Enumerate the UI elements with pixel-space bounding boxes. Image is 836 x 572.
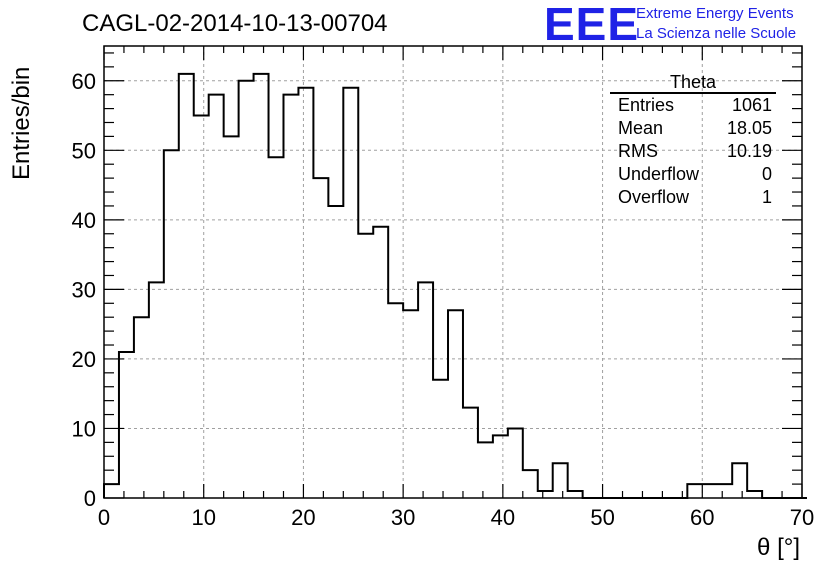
stats-label: RMS <box>618 141 658 161</box>
y-tick-label: 60 <box>72 69 96 94</box>
logo-line-2: La Scienza nelle Scuole <box>636 25 797 42</box>
x-tick-label: 20 <box>291 505 315 530</box>
stats-value: 0 <box>761 164 772 184</box>
y-axis-label: Entries/bin <box>8 66 35 180</box>
stats-label: Overflow <box>618 187 690 207</box>
stats-label: Mean <box>618 118 664 138</box>
x-tick-label: 70 <box>790 505 814 530</box>
logo-line-1: Extreme Energy Events <box>636 5 794 22</box>
stats-row: Mean 18.05 <box>610 117 776 140</box>
stats-value: 1061 <box>731 95 772 115</box>
y-tick-label: 10 <box>72 416 96 441</box>
y-tick-label: 0 <box>84 486 96 511</box>
stats-value: 10.19 <box>726 141 772 161</box>
axis-ticks <box>103 46 803 499</box>
plot-frame <box>103 45 803 499</box>
stats-box: Theta Entries 1061 Mean 18.05 RMS 10.19 … <box>610 72 776 209</box>
grid-lines <box>104 46 802 498</box>
eee-logo-mark: EEE <box>544 0 640 50</box>
x-axis-label: θ [°] <box>757 534 800 561</box>
x-tick-label: 50 <box>590 505 614 530</box>
eee-logo: EEE Extreme Energy Events La Scienza nel… <box>544 0 796 50</box>
y-tick-label: 30 <box>72 277 96 302</box>
stats-value: 18.05 <box>726 118 772 138</box>
y-tick-label: 50 <box>72 138 96 163</box>
stats-label: Entries <box>618 95 675 115</box>
chart-title: CAGL-02-2014-10-13-00704 <box>82 10 388 37</box>
stats-row: Overflow 1 <box>610 186 776 209</box>
stats-row: Underflow 0 <box>610 163 776 186</box>
x-tick-label: 10 <box>191 505 215 530</box>
x-tick-label: 60 <box>690 505 714 530</box>
x-tick-label: 30 <box>391 505 415 530</box>
x-tick-label: 40 <box>491 505 515 530</box>
x-tick-label: 0 <box>98 505 110 530</box>
stats-value: 1 <box>761 187 772 207</box>
stats-row: Entries 1061 <box>610 94 776 117</box>
eee-logo-text: Extreme Energy Events La Scienza nelle S… <box>636 4 796 44</box>
y-tick-label: 20 <box>72 347 96 372</box>
y-tick-label: 40 <box>72 208 96 233</box>
stats-label: Underflow <box>618 164 700 184</box>
stats-row: RMS 10.19 <box>610 140 776 163</box>
stats-title: Theta <box>610 72 776 94</box>
